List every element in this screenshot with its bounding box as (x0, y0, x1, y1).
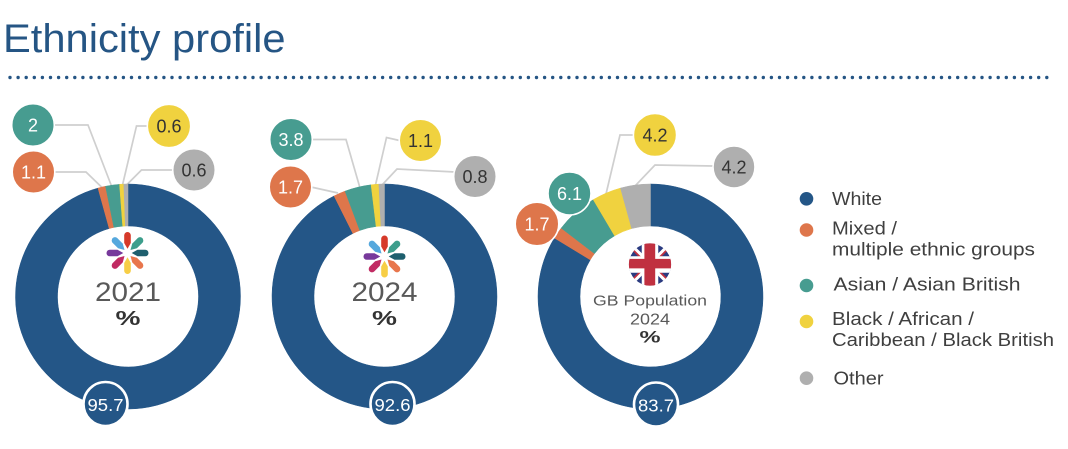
svg-text:3.8: 3.8 (278, 130, 303, 150)
svg-text:4.2: 4.2 (642, 126, 667, 146)
svg-text:2024: 2024 (630, 312, 670, 329)
svg-text:Other: Other (834, 368, 884, 388)
svg-text:92.6: 92.6 (375, 395, 411, 415)
svg-text:Mixed /: Mixed / (832, 219, 897, 239)
svg-text:%: % (116, 308, 141, 330)
svg-text:2024: 2024 (352, 277, 418, 307)
svg-text:Ethnicity profile: Ethnicity profile (3, 17, 286, 61)
svg-text:White: White (832, 189, 882, 209)
svg-text:4.2: 4.2 (721, 158, 746, 178)
svg-text:0.8: 0.8 (462, 167, 487, 187)
svg-text:95.7: 95.7 (88, 395, 124, 415)
svg-text:%: % (372, 308, 397, 330)
svg-text:GB Population: GB Population (593, 294, 707, 310)
svg-text:2: 2 (28, 116, 38, 136)
svg-text:0.6: 0.6 (156, 117, 181, 137)
svg-text:Black / African /: Black / African / (832, 309, 974, 329)
svg-text:multiple ethnic groups: multiple ethnic groups (832, 240, 1035, 260)
svg-text:Asian / Asian British: Asian / Asian British (834, 275, 1021, 295)
svg-text:0.6: 0.6 (181, 161, 206, 181)
svg-text:83.7: 83.7 (638, 396, 674, 416)
svg-text:1.1: 1.1 (408, 131, 433, 151)
svg-text:Caribbean / Black British: Caribbean / Black British (832, 330, 1054, 350)
svg-text:%: % (640, 328, 661, 347)
svg-text:1.7: 1.7 (278, 178, 303, 198)
svg-text:6.1: 6.1 (557, 184, 582, 204)
svg-text:1.1: 1.1 (21, 163, 46, 183)
svg-text:2021: 2021 (95, 277, 161, 307)
svg-text:1.7: 1.7 (524, 215, 549, 235)
